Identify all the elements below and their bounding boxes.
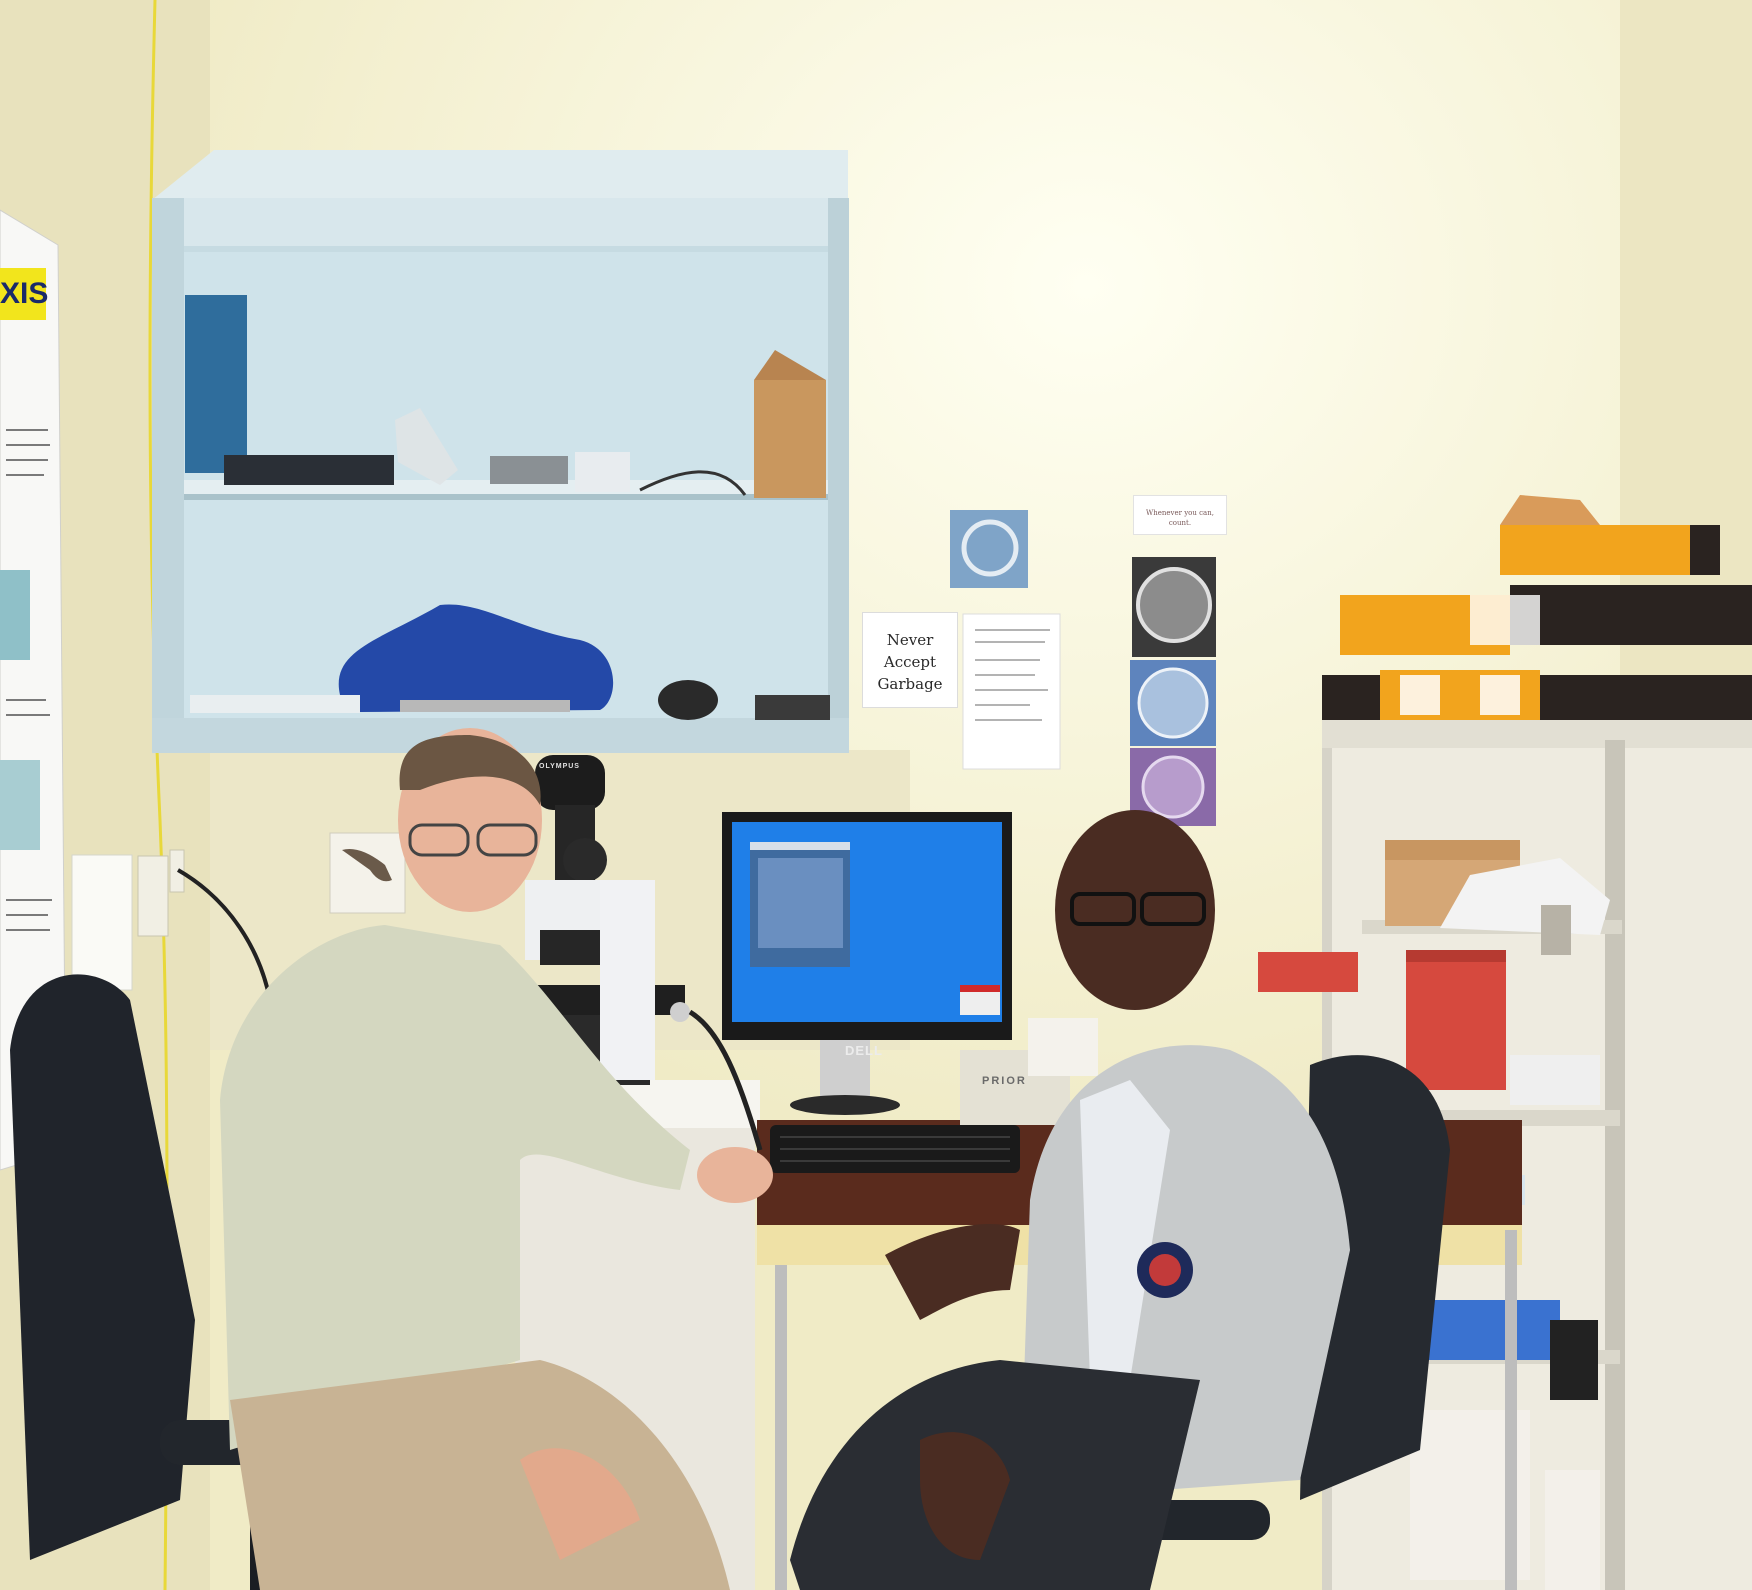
monitor-brand-label: DELL [845,1043,883,1058]
research-poster [0,209,67,1171]
blue-jacket-on-shelf [338,604,614,712]
prior-brand-label: PRIOR [982,1075,1027,1087]
quote-card: Whenever you can, count. [1133,495,1227,535]
poster-heading: XIS [0,268,48,320]
power-outlet [169,849,185,893]
tissue-box [1028,1018,1098,1076]
sign-line-2: Accept [883,653,937,671]
microscope-brand-label: OLYMPUS [539,763,580,770]
person-left [220,728,773,1590]
never-accept-garbage-sign: Never Accept Garbage [862,612,958,708]
computer-monitor [722,812,1012,1115]
wall-cabinet [152,150,849,753]
pipe-picture [329,832,406,914]
protocol-sheet [962,613,1061,770]
slide-boxes [1322,495,1752,720]
sign-line-1: Never [886,631,934,649]
sign-line-3: Garbage [877,675,943,693]
person-right [790,810,1350,1590]
wall-document [71,854,133,991]
power-cord [176,868,272,1001]
light-switch [137,855,169,937]
